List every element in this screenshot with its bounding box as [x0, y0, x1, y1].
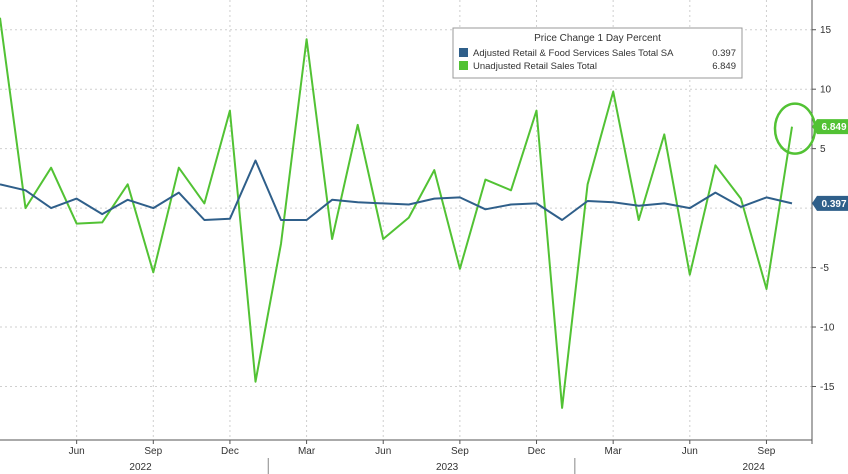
y-tick-label: -15	[820, 382, 835, 393]
x-tick-label: Mar	[298, 446, 316, 457]
legend-entry-value: 6.849	[712, 61, 736, 72]
y-tick-label: -10	[820, 323, 835, 334]
y-tick-label: 5	[820, 144, 826, 155]
x-tick-label: Sep	[144, 446, 162, 457]
highlight-circle	[773, 102, 817, 155]
legend-entry-label: Unadjusted Retail Sales Total	[473, 61, 597, 72]
flag-shape	[812, 195, 848, 211]
x-tick-label: Dec	[221, 446, 239, 457]
legend-box	[452, 27, 743, 79]
legend: Price Change 1 Day Percent Adjusted Retai…	[452, 27, 743, 79]
series-line-adjusted	[0, 159, 793, 221]
x-year-label: 2023	[436, 462, 459, 473]
x-tick-label: Jun	[69, 446, 85, 457]
flag-label: 0.397	[821, 199, 846, 210]
last-value-flag-unadjusted: 6.849	[812, 119, 848, 135]
x-tick-label: Jun	[375, 446, 391, 457]
y-tick-label: 10	[820, 85, 832, 96]
y-tick-label: 15	[820, 25, 832, 36]
legend-entry-label: Adjusted Retail & Food Services Sales To…	[473, 48, 674, 59]
x-year-label: 2024	[743, 462, 766, 473]
x-tick-label: Sep	[451, 446, 469, 457]
annotation-layer: 0.397 6.849	[773, 102, 848, 211]
series-line-unadjusted	[0, 17, 793, 409]
x-tick-label: Mar	[605, 446, 623, 457]
grid-layer	[0, 0, 812, 440]
x-tick-label: Sep	[758, 446, 776, 457]
x-tick-label: Jun	[682, 446, 698, 457]
x-year-label: 2022	[129, 462, 152, 473]
legend-swatch	[459, 48, 468, 57]
legend-swatch	[459, 61, 468, 70]
legend-entry-value: 0.397	[712, 48, 736, 59]
last-value-flag-adjusted: 0.397	[812, 195, 848, 211]
series-layer	[0, 17, 793, 409]
x-tick-label: Dec	[528, 446, 546, 457]
legend-title: Price Change 1 Day Percent	[534, 33, 661, 44]
flag-shape	[812, 119, 848, 135]
flag-label: 6.849	[821, 122, 846, 133]
y-tick-label: -5	[820, 263, 829, 274]
